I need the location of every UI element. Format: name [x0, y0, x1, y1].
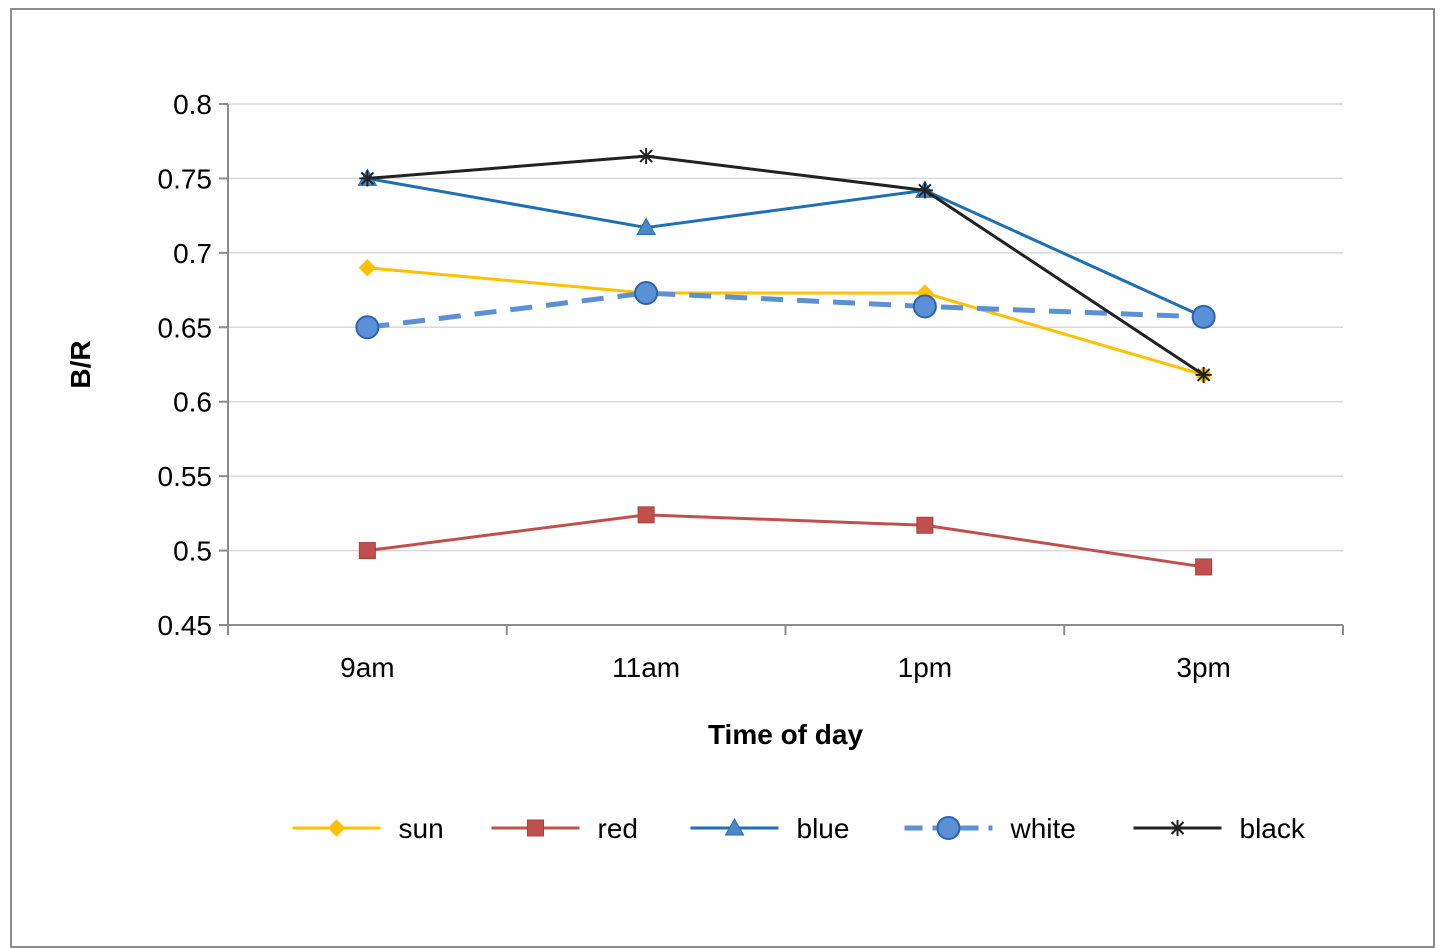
- data-point-stroke: [639, 149, 653, 163]
- series-sun: [358, 259, 1213, 384]
- legend-item-blue: blue: [690, 813, 850, 844]
- legend-label: red: [598, 813, 638, 844]
- data-point-stroke: [1170, 821, 1185, 835]
- data-point-stroke: [1196, 368, 1211, 382]
- series-lines: [355, 148, 1216, 576]
- legend-label: sun: [399, 813, 444, 844]
- data-point: [359, 170, 376, 187]
- legend-item-black: black: [1133, 813, 1306, 844]
- axes: 0.45 0.5 0.55 0.6 0.65 0.7 0.75 0.8 9am 11am 1pm 3p…: [158, 89, 1344, 683]
- legend-label: white: [1010, 813, 1076, 844]
- series-blue: [357, 168, 1214, 325]
- series-red: [358, 506, 1213, 576]
- data-point: [634, 281, 659, 306]
- data-point: [638, 148, 655, 165]
- y-tick-label: 0.7: [173, 238, 212, 269]
- gridlines: [228, 103, 1343, 552]
- legend-label: black: [1240, 813, 1306, 844]
- data-point: [636, 217, 656, 236]
- data-point: [912, 294, 937, 319]
- legend-item-white: white: [904, 813, 1076, 844]
- x-tick-label: 9am: [340, 652, 394, 683]
- y-tick-label: 0.5: [173, 536, 212, 567]
- legend-item-sun: sun: [292, 813, 444, 844]
- series-line: [367, 513, 1204, 569]
- data-point: [916, 182, 933, 199]
- series-white: [355, 281, 1216, 340]
- series-line: [367, 290, 1204, 330]
- series-black: [359, 148, 1212, 383]
- x-tick-label: 11am: [612, 652, 680, 683]
- legend-label: blue: [797, 813, 850, 844]
- legend-item-red: red: [491, 813, 638, 844]
- y-tick-label: 0.45: [158, 610, 213, 641]
- data-point: [724, 817, 745, 836]
- data-point: [1195, 558, 1213, 576]
- data-point: [1195, 366, 1212, 383]
- data-point: [936, 816, 961, 840]
- y-tick-label: 0.6: [173, 387, 212, 418]
- legend: sun red blue white black: [292, 813, 1306, 844]
- data-point: [358, 259, 377, 277]
- y-tick-label: 0.65: [158, 312, 213, 343]
- x-axis-title: Time of day: [708, 719, 864, 750]
- y-tick-label: 0.75: [158, 163, 213, 194]
- y-tick-label: 0.55: [158, 461, 213, 492]
- data-point: [1169, 820, 1186, 836]
- series-line: [367, 176, 1205, 319]
- data-point: [916, 516, 934, 534]
- data-point: [355, 315, 380, 340]
- data-point-stroke: [360, 171, 375, 186]
- data-point: [527, 819, 544, 837]
- x-tick-label: 1pm: [898, 652, 952, 683]
- data-point: [358, 542, 376, 560]
- line-chart: 0.45 0.5 0.55 0.6 0.65 0.7 0.75 0.8 9am 11am 1pm 3p…: [65, 89, 1344, 844]
- data-point: [327, 819, 346, 837]
- data-point-stroke: [918, 183, 932, 198]
- y-axis-title: B/R: [65, 340, 96, 388]
- data-point: [637, 506, 655, 524]
- series-line: [367, 154, 1205, 377]
- x-tick-label: 3pm: [1176, 652, 1230, 683]
- chart-area: 0.45 0.5 0.55 0.6 0.65 0.7 0.75 0.8 9am 11am 1pm 3p…: [10, 8, 1435, 948]
- data-point: [1191, 304, 1216, 329]
- y-tick-label: 0.8: [173, 89, 212, 120]
- series-line: [367, 266, 1205, 377]
